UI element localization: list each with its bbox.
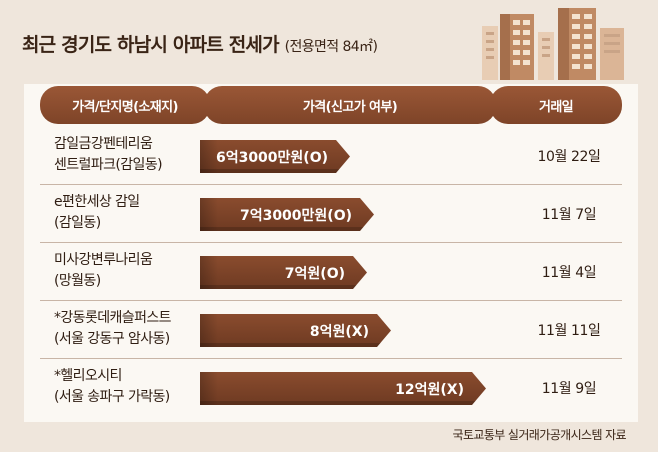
price-label: 8억원(X) [309,323,369,340]
header-price: 가격(신고가 여부) [204,86,496,124]
subtitle: (전용면적 84㎡) [284,39,378,55]
header-name: 가격/단지명(소재지) [40,86,210,124]
deal-date: 10월 22일 [537,148,601,165]
deal-date: 11월 9일 [541,380,597,397]
complex-name: *헬리오시티 (서울 송파구 가락동) [54,366,170,408]
complex-name-line2: (감일동) [54,215,101,231]
deal-date: 11월 11일 [537,322,601,339]
complex-name: 미사강변루나리움 (망월동) [54,250,153,292]
apartment-buildings-icon [482,8,624,80]
complex-name-line1: 감일금강펜테리움 [54,136,153,152]
complex-name-line1: 미사강변루나리움 [54,252,153,268]
row-divider [40,300,622,301]
complex-name-line2: (서울 송파구 가락동) [54,389,170,405]
complex-name-line1: e편한세상 감일 [54,194,140,210]
price-bar: 6억3000만원(O) [200,140,350,173]
deal-date: 11월 7일 [541,206,597,223]
complex-name: e편한세상 감일 (감일동) [54,192,140,234]
row-divider [40,184,622,185]
title-text: 최근 경기도 하남시 아파트 전세가 [22,34,280,56]
table-row: *헬리오시티 (서울 송파구 가락동) 12억원(X) 11월 9일 [40,359,622,416]
price-label: 7억원(O) [284,265,345,282]
complex-name: *강동롯데캐슬퍼스트 (서울 강동구 암사동) [54,308,172,350]
price-bar: 8억원(X) [200,314,391,347]
complex-name-line1: *헬리오시티 [54,368,122,384]
row-divider [40,242,622,243]
complex-name-line2: 센트럴파크(감일동) [54,157,163,173]
price-label: 12억원(X) [395,381,464,398]
complex-name-line2: (서울 강동구 암사동) [54,331,170,347]
price-bar: 7억3000만원(O) [200,198,374,231]
table-row: *강동롯데캐슬퍼스트 (서울 강동구 암사동) 8억원(X) 11월 11일 [40,301,622,358]
price-bar: 7억원(O) [200,256,367,289]
complex-name-line1: *강동롯데캐슬퍼스트 [54,310,172,326]
source-note: 국토교통부 실거래가공개시스템 자료 [452,428,627,442]
complex-name-line2: (망월동) [54,273,101,289]
header-date: 거래일 [490,86,622,124]
row-divider [40,358,622,359]
deal-date: 11월 4일 [541,264,597,281]
price-label: 6억3000만원(O) [215,149,328,166]
price-bar: 12억원(X) [200,372,486,405]
chart-title: 최근 경기도 하남시 아파트 전세가 (전용면적 84㎡) [22,30,378,57]
table-row: e편한세상 감일 (감일동) 7억3000만원(O) 11월 7일 [40,185,622,242]
price-label: 7억3000만원(O) [239,207,352,224]
table-row: 미사강변루나리움 (망월동) 7억원(O) 11월 4일 [40,243,622,300]
